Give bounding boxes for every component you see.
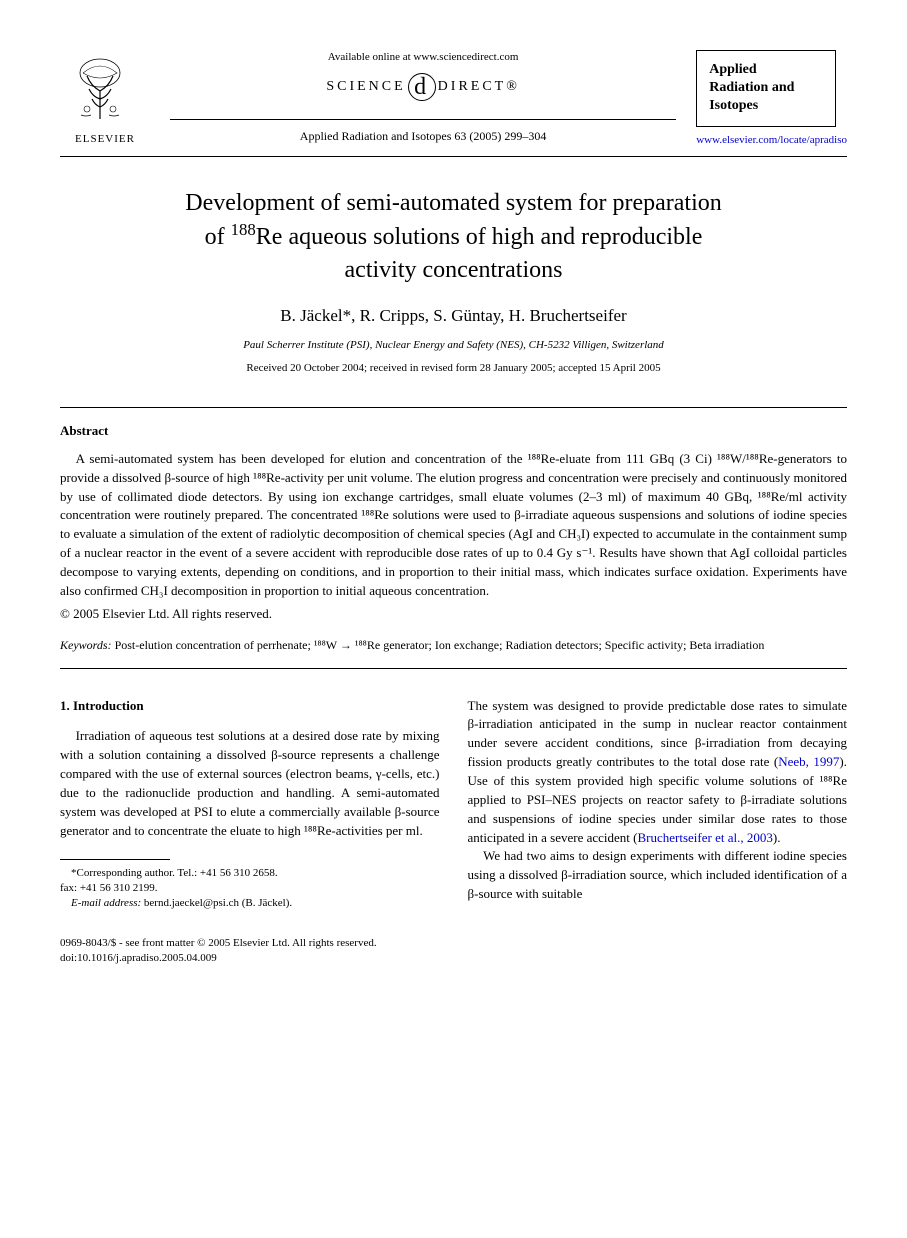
col2-p1-post: ). xyxy=(773,830,781,845)
publisher-name: ELSEVIER xyxy=(60,132,150,147)
keywords: Keywords: Post-elution concentration of … xyxy=(60,637,847,654)
right-column: The system was designed to provide predi… xyxy=(468,697,848,912)
footnote-email-label: E-mail address: xyxy=(71,897,141,909)
journal-url[interactable]: www.elsevier.com/locate/apradiso xyxy=(696,133,847,148)
footer-front-matter: 0969-8043/$ - see front matter © 2005 El… xyxy=(60,936,847,951)
citation-bruchertseifer[interactable]: Bruchertseifer et al., 2003 xyxy=(638,830,773,845)
page-footer: 0969-8043/$ - see front matter © 2005 El… xyxy=(60,936,847,967)
article-dates: Received 20 October 2004; received in re… xyxy=(60,361,847,376)
body-columns: 1. Introduction Irradiation of aqueous t… xyxy=(60,697,847,912)
title-line2-post: Re aqueous solutions of high and reprodu… xyxy=(256,224,703,250)
citation-neeb[interactable]: Neeb, 1997 xyxy=(778,754,839,769)
abstract-top-rule xyxy=(60,407,847,408)
title-line1: Development of semi-automated system for… xyxy=(185,190,722,216)
journal-name-line3: Isotopes xyxy=(709,97,823,115)
page-header: ELSEVIER Available online at www.science… xyxy=(60,50,847,148)
abstract-heading: Abstract xyxy=(60,422,847,440)
authors: B. Jäckel*, R. Cripps, S. Güntay, H. Bru… xyxy=(60,304,847,328)
footnote-rule xyxy=(60,859,170,860)
footnote-fax: fax: +41 56 310 2199. xyxy=(60,881,440,896)
intro-col1-p1: Irradiation of aqueous test solutions at… xyxy=(60,727,440,840)
footnote-tel: *Corresponding author. Tel.: +41 56 310 … xyxy=(60,866,440,881)
footer-doi: doi:10.1016/j.apradiso.2005.04.009 xyxy=(60,951,847,966)
intro-col2-p1: The system was designed to provide predi… xyxy=(468,697,848,848)
header-rule xyxy=(170,119,676,120)
journal-reference: Applied Radiation and Isotopes 63 (2005)… xyxy=(170,128,676,145)
abstract-body: A semi-automated system has been develop… xyxy=(60,450,847,601)
title-line2-pre: of xyxy=(205,224,231,250)
copyright-line: © 2005 Elsevier Ltd. All rights reserved… xyxy=(60,605,847,623)
left-column: 1. Introduction Irradiation of aqueous t… xyxy=(60,697,440,912)
footnote-email-line: E-mail address: bernd.jaeckel@psi.ch (B.… xyxy=(60,896,440,911)
footnote-email: bernd.jaeckel@psi.ch (B. Jäckel). xyxy=(141,897,292,909)
sciencedirect-logo: SCIENCEdDIRECT® xyxy=(170,73,676,101)
elsevier-tree-icon xyxy=(60,50,140,130)
publisher-logo: ELSEVIER xyxy=(60,50,150,147)
abstract-paragraph: A semi-automated system has been develop… xyxy=(60,450,847,601)
journal-title-box: Applied Radiation and Isotopes xyxy=(696,50,836,127)
keywords-label: Keywords: xyxy=(60,638,112,652)
article-title: Development of semi-automated system for… xyxy=(80,187,827,286)
sd-suffix: DIRECT® xyxy=(438,80,520,95)
corresponding-author-footnote: *Corresponding author. Tel.: +41 56 310 … xyxy=(60,866,440,912)
center-header: Available online at www.sciencedirect.co… xyxy=(150,50,696,145)
title-line3: activity concentrations xyxy=(345,257,563,283)
affiliation: Paul Scherrer Institute (PSI), Nuclear E… xyxy=(60,338,847,353)
journal-name-line2: Radiation and xyxy=(709,79,823,97)
introduction-heading: 1. Introduction xyxy=(60,697,440,716)
header-bottom-rule xyxy=(60,156,847,157)
sd-d-icon: d xyxy=(408,73,436,101)
sd-prefix: SCIENCE xyxy=(326,80,405,95)
keywords-bottom-rule xyxy=(60,668,847,669)
journal-box-wrapper: Applied Radiation and Isotopes www.elsev… xyxy=(696,50,847,148)
title-sup: 188 xyxy=(231,220,256,239)
journal-name-line1: Applied xyxy=(709,61,823,79)
intro-col2-p2: We had two aims to design experiments wi… xyxy=(468,847,848,904)
available-online-text: Available online at www.sciencedirect.co… xyxy=(170,50,676,65)
keywords-text: Post-elution concentration of perrhenate… xyxy=(112,638,765,652)
